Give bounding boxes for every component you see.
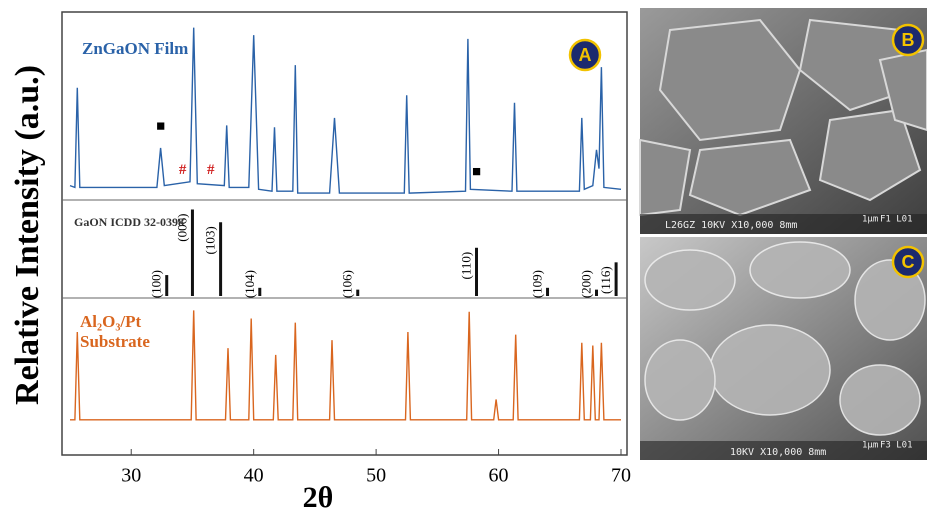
hkl-label: (110) xyxy=(458,252,473,280)
sem-grains xyxy=(644,241,926,436)
spectrum xyxy=(69,27,622,194)
peak-marker: # xyxy=(179,162,187,178)
x-tick-label: 60 xyxy=(489,465,509,487)
sem-grains xyxy=(639,18,927,217)
sem-scale: 1μm xyxy=(862,215,878,225)
peak-marker: # xyxy=(207,162,215,178)
sem-code: F3 L01 xyxy=(880,441,913,451)
panel-badge xyxy=(568,38,602,72)
sem-scale: 1μm xyxy=(862,441,878,451)
panel-badge xyxy=(891,245,925,279)
series-label: Al₂O₃/Pt Substrate xyxy=(80,312,150,351)
series-label: ZnGaON Film xyxy=(82,39,188,58)
hkl-label: (104) xyxy=(242,270,257,298)
panel-label: A xyxy=(579,45,592,65)
sem-caption: L26GZ 10KV X10,000 8mm xyxy=(665,220,797,231)
y-axis-label: Relative Intensity (a.u.) xyxy=(9,65,46,405)
hkl-label: (006) xyxy=(174,214,189,242)
hkl-label: (106) xyxy=(340,270,355,298)
panel-label: C xyxy=(902,252,915,272)
x-tick-label: 50 xyxy=(366,465,386,487)
peak-marker: ■ xyxy=(472,164,481,180)
spectrum xyxy=(70,310,621,421)
peak-marker: ■ xyxy=(156,119,165,135)
hkl-label: (103) xyxy=(203,226,218,254)
x-tick-label: 40 xyxy=(244,465,264,487)
hkl-label: (116) xyxy=(598,266,613,294)
plot-frame xyxy=(61,11,628,456)
panel-label: B xyxy=(902,30,915,50)
x-tick-label: 30 xyxy=(121,465,141,487)
hkl-label: (100) xyxy=(149,270,164,298)
sem-code: F1 L01 xyxy=(880,215,913,225)
sem-caption: 10KV X10,000 8mm xyxy=(730,447,826,458)
x-axis-label: 2θ xyxy=(303,481,334,514)
hkl-label: (109) xyxy=(530,270,545,298)
caption-bar xyxy=(640,214,927,234)
caption-bar xyxy=(640,441,927,460)
x-tick-label: 70 xyxy=(611,465,631,487)
hkl-label: (200) xyxy=(578,270,593,298)
panel-badge xyxy=(891,23,925,57)
reference-label: GaON ICDD 32-0398 xyxy=(74,215,184,229)
